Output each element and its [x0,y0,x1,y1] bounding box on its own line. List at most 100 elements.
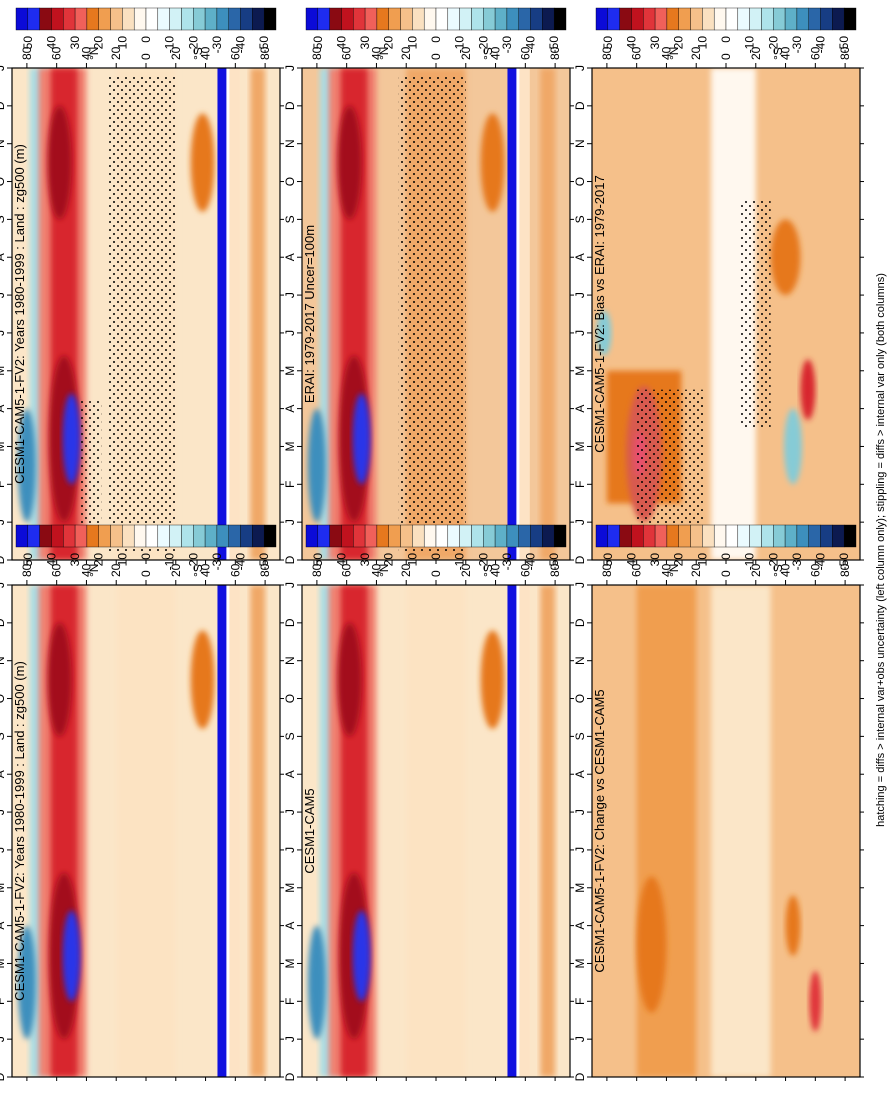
colorbar-swatch [263,7,277,31]
colorbar-swatch [228,7,241,31]
x-tick-label: J [283,1036,297,1042]
colorbar-label: -40 [234,553,248,571]
colorbar-1: 50 40 30 20 10 0 -10 -20 -30 -40 -50 [15,7,277,54]
y-tick-label: 80 [20,46,34,60]
colorbar-swatch [181,7,194,31]
southern-ocean-band [507,68,520,560]
colorbar-swatch [494,524,508,548]
colorbar-swatch [74,524,88,548]
colorbar-swatch [98,7,111,31]
antarctic-band [540,585,556,1077]
y-tick-label: 80 [600,46,614,60]
x-tick-label: A [573,922,587,930]
x-tick-label: J [283,292,297,298]
south-warm-spot [480,113,505,212]
heatmap-field [12,585,280,1077]
colorbar-6: 50 40 30 20 10 0 -10 -20 -30 -40 -50 [595,524,857,571]
colorbar-label: 30 [68,36,82,50]
colorbar-swatch [808,524,821,548]
south-warm-spot [190,113,215,212]
colorbar-swatch [27,524,40,548]
x-tick-label: M [573,441,587,451]
colorbar-label: -10 [453,36,467,54]
x-tick-label: O [0,177,7,186]
colorbar-label: -20 [766,553,780,571]
y-tick-label: 20 [749,46,763,60]
y-tick-label: 40 [79,46,93,60]
colorbar-label: -10 [743,553,757,571]
southern-ocean-band [217,585,230,1077]
x-tick-label: A [283,770,297,778]
x-tick-label: J [573,809,587,815]
southern-ocean-band [217,68,230,560]
colorbar-label: 0 [139,36,153,43]
colorbar-label: 20 [92,36,106,50]
colorbar-swatch [643,524,656,548]
antarctic-band [540,68,556,560]
hemisphere-label: °S [481,564,495,577]
x-tick-label: N [573,139,587,148]
x-tick-label: O [0,694,7,703]
chart-panel-1: 80 60 40 20 0 20 40 60 80 °N °S D J F M A M J J A S O N D J CESM1… [0,46,284,564]
colorbar-swatch [329,7,342,31]
polar-cold-spot [307,408,326,523]
x-tick-label: D [0,555,7,564]
colorbar-swatch [678,7,691,31]
panel-title: ERAI: 1979-2017 Uncer=100m [302,225,317,403]
colorbar-label: -20 [766,36,780,54]
colorbar-swatch [447,7,460,31]
x-tick-label: F [0,998,7,1005]
colorbar-swatch [666,7,679,31]
colorbar-label: 40 [624,553,638,567]
polar-cool-spot [596,310,612,356]
colorbar-swatch [27,7,40,31]
colorbar-swatch [423,524,437,548]
colorbar-swatch [542,7,555,31]
colorbar-swatch [400,524,413,548]
colorbar-swatch [240,524,253,548]
colorbar-swatch [228,524,241,548]
change-core [636,876,667,1013]
chart-panel-2: 80 60 40 20 0 20 40 60 80 °N °S D J F M A M J J A S O N D J CESM1… [0,563,284,1081]
colorbar-swatch [169,7,182,31]
x-tick-label: N [0,139,7,148]
colorbar-label: -30 [210,36,224,54]
colorbar-swatch [654,524,668,548]
hemisphere-label: °N [87,47,101,60]
colorbar-swatch [808,7,821,31]
colorbar-swatch [773,7,786,31]
colorbar-label: -40 [234,36,248,54]
colorbar-swatch [607,524,620,548]
x-tick-label: F [0,481,7,488]
colorbar-2: 50 40 30 20 10 0 -10 -20 -30 -40 -50 [15,524,277,571]
colorbar-swatch [631,524,644,548]
y-tick-label: 20 [109,46,123,60]
colorbar-swatch [506,524,519,548]
colorbar-swatch [761,524,774,548]
hemisphere-label: °N [377,47,391,60]
colorbar-swatch [263,524,277,548]
x-tick-label: J [0,582,7,588]
colorbar-label: 40 [44,36,58,50]
colorbar-swatch [353,524,366,548]
southern-high-band [229,68,240,560]
x-tick-label: D [283,555,297,564]
colorbar-label: 20 [92,553,106,567]
colorbar-swatch [376,524,389,548]
x-tick-label: D [0,101,7,110]
y-tick-label: 20 [689,46,703,60]
colorbar-swatch [459,524,472,548]
colorbar-swatch [39,7,52,31]
colorbar-swatch [252,524,265,548]
heatmap-field [592,68,860,560]
y-tick-label: 60 [808,46,822,60]
colorbar-swatch [74,7,88,31]
colorbar-swatch [157,524,170,548]
colorbar-swatch [63,524,76,548]
colorbar-swatch [459,7,472,31]
colorbar-label: 40 [334,553,348,567]
southern-warm-spot [800,359,816,420]
colorbar-swatch [506,7,519,31]
colorbar-swatch [820,524,833,548]
stippling [636,389,704,542]
